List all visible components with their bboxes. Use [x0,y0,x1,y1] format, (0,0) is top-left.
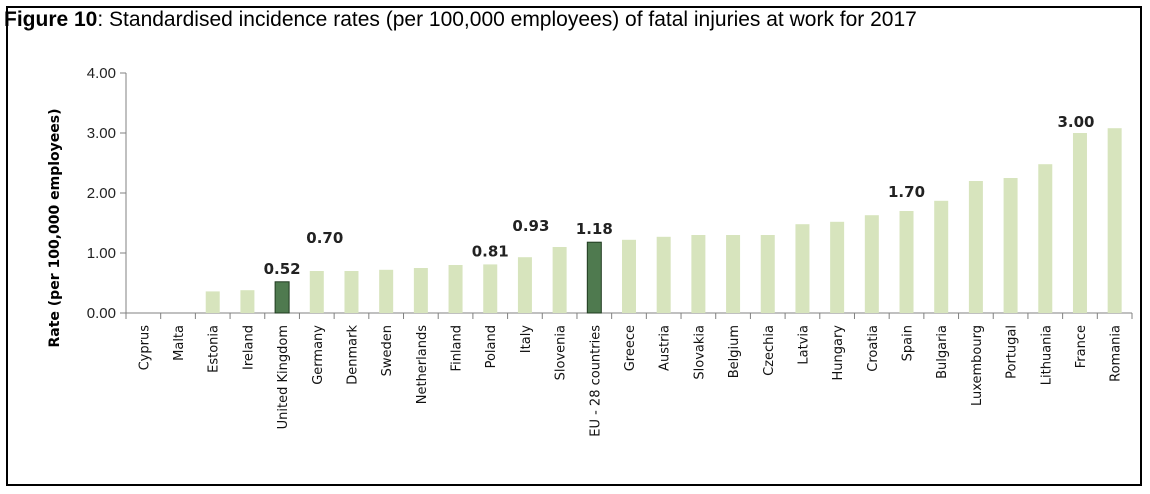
y-tick-label: 0.00 [87,305,116,322]
bar-slovakia [691,235,706,313]
category-label-cyprus: Cyprus [137,325,152,371]
bar-greece [622,239,636,313]
figure-caption: : Standardised incidence rates (per 100,… [97,8,917,31]
category-label-france: France [1074,325,1089,368]
bar-bulgaria [934,200,949,313]
category-label-romania: Romania [1109,325,1124,382]
bar-finland [448,265,463,313]
category-label-spain: Spain [901,325,916,361]
bar-romania [1107,128,1122,313]
category-label-croatia: Croatia [866,325,881,372]
bar-france [1072,133,1087,313]
figure-label: Figure 10 [4,8,98,31]
y-axis-label: Rate (per 100,000 employees) [47,109,63,348]
bar-united-kingdom [274,281,290,314]
bar-latvia [795,224,810,313]
category-label-italy: Italy [519,325,534,354]
data-label-germany: 0.70 [306,229,343,247]
category-label-lithuania: Lithuania [1039,325,1054,385]
category-label-ireland: Ireland [241,325,256,370]
bar-germany [309,271,324,313]
bar-belgium [726,235,741,313]
bar-ireland [240,290,255,313]
bar-netherlands [413,268,428,313]
category-label-portugal: Portugal [1005,325,1020,379]
category-label-germany: Germany [311,325,326,385]
data-label-eu-28-countries: 1.18 [576,220,613,238]
category-label-eu-28-countries: EU - 28 countries [588,325,603,437]
bar-croatia [864,215,879,313]
bar-austria [656,236,671,313]
category-label-slovakia: Slovakia [692,325,707,380]
category-label-denmark: Denmark [345,325,360,385]
y-tick-label: 1.00 [87,245,116,262]
data-label-spain: 1.70 [888,183,925,201]
bar-portugal [1003,178,1018,313]
bar-luxembourg [968,181,983,313]
category-label-czechia: Czechia [762,325,777,376]
category-label-netherlands: Netherlands [415,325,430,404]
y-tick-label: 4.00 [87,65,116,82]
category-label-malta: Malta [172,325,187,361]
figure-title: Figure 10: Standardised incidence rates … [4,8,917,32]
bar-lithuania [1038,164,1053,313]
category-label-finland: Finland [450,325,465,371]
category-label-slovenia: Slovenia [554,325,569,380]
category-labels: Cyprus Malta Estonia Ireland United Kingdom G… [137,325,1123,437]
bar-spain [899,211,914,313]
data-label-poland: 0.81 [472,242,509,260]
category-label-latvia: Latvia [796,325,811,365]
bar-sweden [379,269,394,313]
category-label-estonia: Estonia [207,325,222,373]
category-label-sweden: Sweden [380,325,395,376]
category-label-united-kingdom: United Kingdom [276,325,291,429]
category-label-hungary: Hungary [831,325,846,381]
bar-hungary [830,221,845,313]
category-label-luxembourg: Luxembourg [970,325,985,406]
bar-eu-28-countries [586,241,602,314]
data-labels: 0.52 0.70 0.810.93 1.18 1.70 3.00 [264,113,1095,278]
category-label-bulgaria: Bulgaria [935,325,950,379]
bar-slovenia [552,247,567,313]
bar-italy [517,257,532,313]
data-label-united-kingdom: 0.52 [264,260,301,278]
axes: 0.00 1.00 2.00 3.00 4.00 [87,65,1133,322]
category-label-austria: Austria [658,325,673,371]
bar-denmark [344,271,359,313]
category-label-poland: Poland [484,325,499,368]
bars [205,128,1122,314]
figure-frame [6,6,1142,486]
data-label-france: 3.00 [1057,113,1094,131]
bar-czechia [760,235,775,313]
data-label-italy: 0.93 [512,217,549,235]
bar-poland [483,264,498,313]
y-tick-label: 3.00 [87,125,116,142]
category-label-belgium: Belgium [727,325,742,378]
category-label-greece: Greece [623,325,638,371]
y-tick-label: 2.00 [87,185,116,202]
bar-estonia [205,291,220,313]
